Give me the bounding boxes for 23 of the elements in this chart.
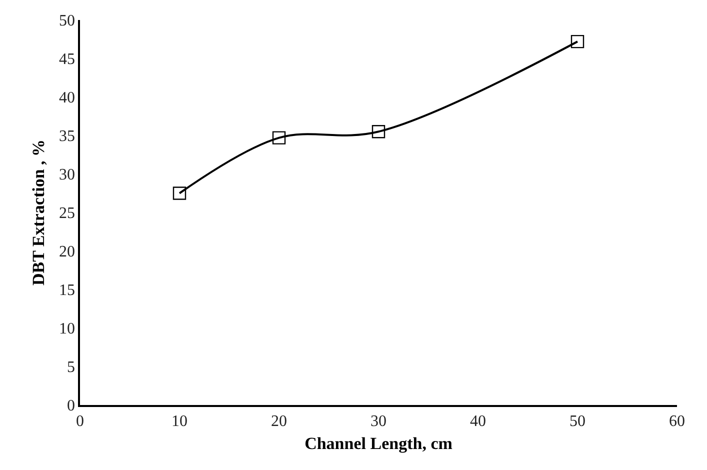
point — [570, 34, 584, 48]
y-tick-label: 25 — [59, 205, 76, 222]
y-axis-title: DBT Extraction , % — [29, 139, 48, 286]
x-tick-label: 40 — [470, 412, 486, 430]
x-tick-label: 20 — [271, 412, 287, 430]
x-tick-label: 50 — [570, 412, 586, 430]
y-tick-label: 15 — [59, 282, 76, 300]
y-tick-label: 5 — [67, 359, 76, 376]
x-tick-label: 10 — [172, 412, 188, 430]
y-tick-label: 40 — [59, 90, 76, 107]
x-tick-label: 30 — [370, 412, 386, 430]
y-tick-label: 45 — [59, 51, 76, 68]
y-tick-label: 0 — [67, 398, 76, 415]
y-tick-label: 35 — [59, 128, 76, 146]
y-tick-label: 20 — [59, 244, 76, 261]
point — [372, 125, 386, 138]
point — [272, 131, 286, 144]
y-tick-label: 50 — [59, 12, 76, 30]
y-tick-label: 30 — [59, 166, 76, 184]
point — [172, 186, 186, 200]
x-axis-title: Channel Length, cm — [304, 434, 452, 453]
y-tick-label: 10 — [59, 320, 76, 338]
x-tick-label: 60 — [669, 412, 685, 430]
